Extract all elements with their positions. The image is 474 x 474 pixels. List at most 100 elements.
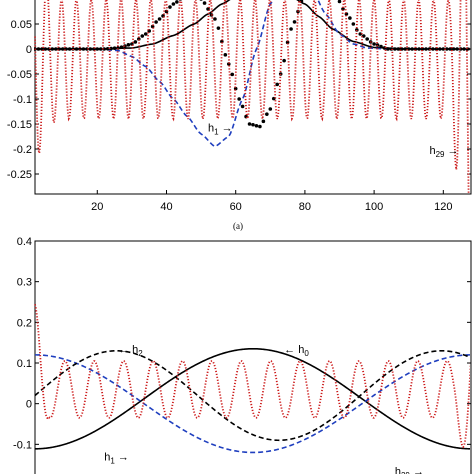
series-group	[34, 0, 470, 194]
point-h2	[213, 17, 217, 21]
point-h2	[417, 47, 421, 51]
point-h2	[424, 47, 428, 51]
point-h2	[50, 47, 55, 51]
point-h2	[60, 47, 65, 51]
point-h2	[133, 40, 138, 44]
y-tick-label: -0.25	[7, 169, 32, 181]
point-h2	[81, 47, 86, 51]
point-h2	[53, 47, 58, 51]
point-h2	[230, 72, 235, 77]
point-h2	[67, 47, 72, 51]
y-tick-label: -0.15	[7, 119, 32, 131]
point-h2	[74, 47, 79, 51]
point-h2	[268, 107, 273, 111]
point-h2	[254, 123, 259, 128]
point-h2	[444, 47, 449, 51]
point-h2	[396, 47, 401, 51]
annotation-h2: ← h2	[118, 344, 143, 358]
point-h2	[95, 47, 100, 51]
x-tick-label: 60	[230, 201, 242, 213]
point-h2	[351, 22, 356, 26]
top-caption: (a)	[233, 221, 243, 231]
series-h0	[34, 347, 470, 450]
point-h2	[88, 47, 93, 51]
point-h2	[462, 47, 466, 51]
series-group	[34, 304, 470, 454]
point-h2	[102, 47, 107, 51]
point-h2	[237, 97, 241, 101]
y-tick-label: -0.1	[13, 439, 32, 451]
y-tick-label: -0.2	[13, 144, 32, 156]
point-h2	[469, 47, 470, 51]
point-h2	[112, 46, 117, 51]
point-h2	[223, 53, 228, 57]
y-tick-label: 0.2	[17, 317, 32, 329]
y-tick-label: 0	[26, 44, 32, 56]
annotation-h29: h29 →	[429, 145, 458, 159]
point-h2	[240, 104, 245, 109]
y-tick-label: 0.4	[17, 236, 32, 248]
point-h2	[178, 0, 182, 1]
point-h2	[140, 34, 145, 38]
x-tick-label: 100	[365, 201, 383, 213]
point-h2	[275, 82, 280, 87]
point-h2	[202, 1, 207, 5]
point-h2	[379, 44, 383, 49]
point-h2	[43, 47, 48, 51]
point-h2	[171, 2, 176, 6]
point-h2	[365, 37, 369, 41]
series-h2	[34, 0, 470, 129]
x-tick-label: 80	[299, 201, 311, 213]
point-h2	[85, 47, 89, 51]
point-h2	[157, 17, 162, 21]
y-tick-label: 0.3	[17, 277, 32, 289]
point-h2	[358, 32, 363, 36]
point-h2	[258, 124, 262, 129]
point-h2	[372, 42, 376, 46]
point-h2	[337, 0, 342, 4]
x-tick-label: 40	[160, 201, 172, 213]
point-h2	[199, 0, 203, 1]
point-h2	[36, 47, 41, 51]
point-h2	[410, 47, 414, 51]
point-h2	[247, 122, 252, 126]
x-tick-label: 120	[434, 201, 452, 213]
point-h2	[175, 0, 179, 4]
point-h2	[126, 43, 131, 47]
plot-frame	[34, 0, 472, 195]
series-h29	[34, 304, 470, 449]
point-h2	[348, 16, 352, 20]
point-h2	[386, 47, 390, 51]
point-h2	[431, 47, 435, 51]
y-tick-label: 0	[26, 399, 32, 411]
point-h2	[455, 47, 459, 51]
series-h29	[34, 0, 470, 194]
point-h2	[109, 46, 113, 51]
point-h2	[393, 47, 397, 51]
point-h2	[282, 58, 286, 63]
series-h2	[34, 349, 470, 442]
annotation-h1: h1 →	[208, 123, 233, 137]
y-tick-label: -0.1	[13, 94, 32, 106]
point-h2	[251, 122, 255, 127]
point-h2	[216, 26, 221, 30]
annotation-h0: ← h0	[284, 344, 309, 358]
plot-frame	[34, 240, 472, 474]
annotation-h29: h29 →	[395, 466, 424, 474]
x-tick-label: 20	[91, 201, 103, 213]
point-h2	[382, 46, 387, 50]
point-h2	[119, 45, 124, 49]
y-tick-label: -0.05	[7, 69, 32, 81]
point-h2	[154, 20, 158, 24]
bottom-panel: -0.1 0 0.1 0.2 0.3 0.4 ← h2 ← h0 h1 → h29 →	[13, 236, 472, 474]
point-h2	[261, 119, 266, 124]
point-h2	[265, 112, 269, 116]
point-h2	[105, 46, 110, 51]
point-h2	[438, 47, 442, 51]
point-h2	[441, 47, 446, 51]
point-h2	[292, 20, 297, 24]
point-h2	[403, 47, 408, 51]
point-h2	[451, 47, 456, 51]
y-tick-label: 0.1	[17, 358, 32, 370]
